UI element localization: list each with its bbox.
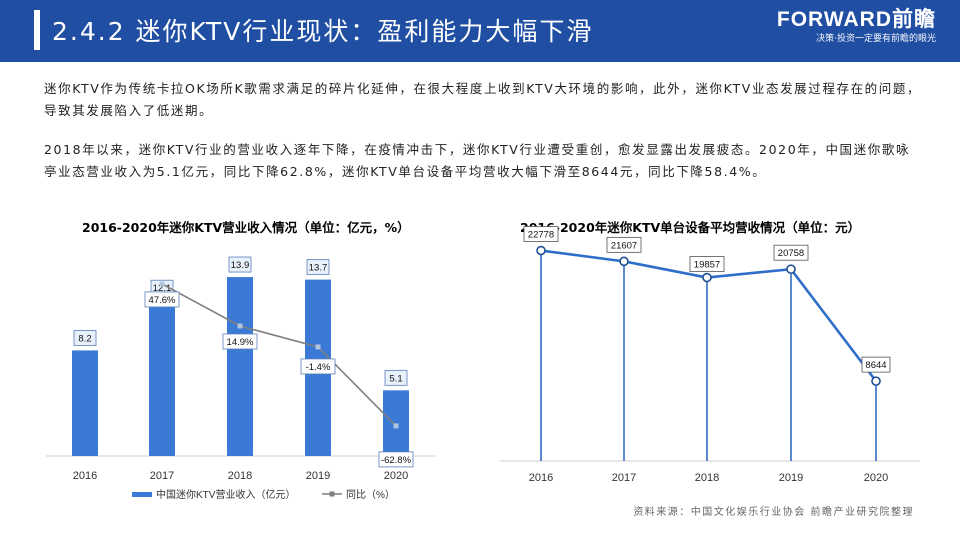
data-label-box [773,244,809,261]
source-note: 资料来源：中国文化娱乐行业协会 前瞻产业研究院整理 [633,507,914,518]
data-label: 8644 [865,360,886,371]
yoy-data-label: -1.4% [306,362,331,373]
page-title: 2.4.2 迷你KTV行业现状：盈利能力大幅下滑 [52,17,594,46]
bar-data-label: 12.1 [153,283,172,294]
data-label-box [523,226,559,242]
data-point [536,245,546,256]
x-tick-label: 2018 [228,470,252,482]
x-tick-label: 2020 [864,472,888,484]
data-label-box [689,256,725,272]
revenue-bar [383,390,409,456]
data-point [786,264,796,274]
chart-title-per-device: 2016-2020年迷你KTV单台设备平均营收情况（单位：元） [520,220,861,235]
x-tick-label: 2018 [695,472,719,484]
bar-data-label: 5.1 [389,373,402,384]
x-tick-label: 2017 [612,472,636,484]
legend-marker-yoy [329,491,335,497]
x-tick-label: 2016 [529,472,553,484]
revenue-bar [149,300,175,456]
bar-data-label: 13.9 [231,260,250,271]
x-tick-label: 2017 [150,470,174,482]
data-point [619,256,629,267]
data-label: 21607 [611,240,637,251]
data-label-box [861,356,891,373]
yoy-point [315,344,321,350]
yoy-data-label-box [300,358,336,375]
brand-slogan: 决策·投资一定要有前瞻的眼光 [816,34,936,44]
yoy-point [237,323,243,329]
header-accent-bar [34,10,40,50]
paragraph-data: 2018年以来，迷你KTV行业的营业收入逐年下降，在疫情冲击下，迷你KTV行业遭… [44,142,911,179]
yoy-data-label-box [378,451,414,468]
bar-data-label-box [384,369,408,386]
bar-data-label: 13.7 [309,263,328,274]
revenue-bar [72,350,98,456]
data-label-box [606,236,642,253]
x-tick-label: 2019 [306,470,330,482]
yoy-data-label-box [144,291,180,308]
bar-data-label-box [306,259,330,276]
brand-logo: FORWARD前瞻 决策·投资一定要有前瞻的眼光 [777,8,936,46]
yoy-line [161,283,397,427]
header-bar: 2.4.2 迷你KTV行业现状：盈利能力大幅下滑 FORWARD前瞻 决策·投资… [0,0,960,62]
data-label: 20758 [778,248,804,259]
data-label: 19857 [694,260,720,271]
legend-label-revenue: 中国迷你KTV营业收入（亿元） [156,488,295,501]
bar-data-label: 8.2 [78,333,91,344]
data-point [871,376,881,386]
revenue-bar [227,277,253,456]
chart-title-revenue: 2016-2020年迷你KTV营业收入情况（单位：亿元，%） [82,220,410,235]
yoy-point [159,281,165,287]
data-point [702,272,712,283]
yoy-data-label-box [222,333,258,350]
x-tick-label: 2019 [779,472,803,484]
yoy-data-label: 14.9% [227,337,254,348]
legend-label-yoy: 同比（%） [346,489,395,501]
bar-data-label-box [73,330,97,346]
x-tick-label: 2016 [73,470,97,482]
legend-swatch-revenue [132,492,152,497]
paragraph-intro: 迷你KTV作为传统卡拉OK场所K歌需求满足的碎片化延伸，在很大程度上收到KTV大… [44,81,922,118]
yoy-data-label: 47.6% [149,295,176,306]
data-label: 22778 [528,230,554,241]
x-tick-label: 2020 [384,470,408,482]
brand-name: FORWARD前瞻 [776,8,936,31]
bar-data-label-box [228,256,252,273]
yoy-data-label: -62.8% [381,455,412,466]
yoy-point [393,423,399,429]
